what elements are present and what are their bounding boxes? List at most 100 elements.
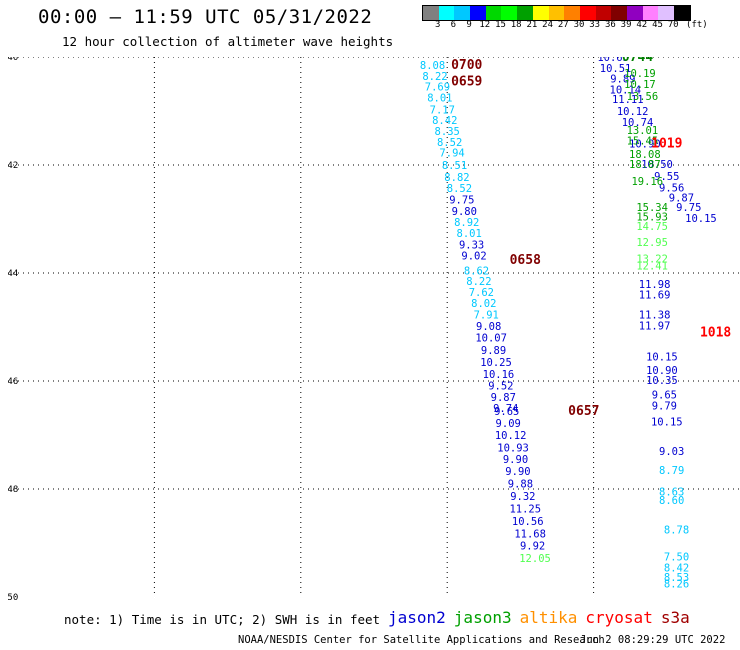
swh-value: 9.88 — [508, 479, 533, 491]
note-text: note: 1) Time is in UTC; 2) SWH is in fe… — [64, 612, 381, 627]
swh-value: 7.62 — [469, 287, 494, 299]
swh-value: 10.74 — [622, 117, 654, 129]
colorbar-label: 70 — [667, 20, 679, 30]
swh-value: 11.69 — [639, 290, 671, 302]
colorbar-swatch — [626, 6, 643, 20]
swh-value: 7.50 — [664, 552, 689, 564]
swh-value: 8.01 — [457, 228, 482, 240]
colorbar-label: 9 — [466, 20, 472, 30]
lat-tick-label: -50 — [8, 593, 18, 602]
colorbar-label: 12 — [479, 20, 491, 30]
mission-jason2: jason2 — [388, 608, 446, 627]
swh-value: 9.90 — [505, 466, 530, 478]
swh-value: 10.35 — [646, 375, 678, 387]
swh-value: 11.38 — [639, 310, 671, 322]
swh-value: 8.53 — [664, 572, 689, 584]
swh-value: 8.22 — [422, 71, 447, 83]
swh-value: 9.79 — [652, 400, 677, 412]
colorbar-label: 33 — [589, 20, 601, 30]
swh-value: 10.16 — [483, 369, 515, 381]
swh-value: 9.89 — [481, 345, 506, 357]
colorbar-labels: 3 6 9 12 15 18 21 24 27 30 33 36 39 42 45 70 (ft) — [422, 20, 740, 32]
swh-value: 11.97 — [639, 320, 671, 332]
swh-value: 11.68 — [514, 528, 546, 540]
swh-value: 9.65 — [652, 390, 677, 402]
swh-value: 12.95 — [636, 237, 668, 249]
swh-value: 11.25 — [509, 503, 541, 515]
swh-value: 7.69 — [425, 82, 450, 94]
swh-value: 10.14 — [610, 84, 642, 96]
swh-value: 12.05 — [519, 553, 551, 565]
map-plot: -40-42-44-46-48-50-135-132-129-126-123-1… — [8, 57, 740, 602]
swh-value: 9.75 — [449, 195, 474, 207]
colorbar-swatch — [611, 6, 627, 20]
swh-value: 12.41 — [636, 260, 668, 272]
colorbar-swatch — [642, 6, 659, 20]
swh-value: 10.50 — [641, 159, 673, 171]
swh-value: 10.25 — [480, 357, 512, 369]
pass-time-label: 0744 — [622, 57, 653, 65]
colorbar-label: 6 — [450, 20, 457, 30]
colorbar-swatch — [595, 6, 612, 20]
swh-value: 8.02 — [471, 298, 496, 310]
colorbar-label: 42 — [636, 20, 648, 30]
colorbar-label: 39 — [620, 20, 632, 30]
swh-value: 8.82 — [444, 172, 469, 184]
swh-value: 11.11 — [612, 94, 644, 106]
pass-time-label: 0657 — [568, 404, 599, 419]
colorbar-label: 24 — [542, 20, 554, 30]
colorbar-swatch — [658, 6, 674, 20]
colorbar-label: 27 — [557, 20, 569, 30]
colorbar-label: 15 — [495, 20, 506, 30]
swh-value: 9.80 — [452, 206, 477, 218]
map-subtitle: 12 hour collection of altimeter wave hei… — [62, 34, 394, 49]
swh-value: 13.22 — [636, 253, 668, 265]
swh-value: 10.90 — [629, 138, 661, 150]
colorbar-label: 21 — [526, 20, 538, 30]
mission-jason3: jason3 — [453, 608, 512, 627]
swh-value: 8.60 — [659, 495, 684, 507]
swh-value: 9.75 — [676, 202, 701, 214]
swh-value: 8.63 — [659, 487, 684, 499]
lat-tick-label: -46 — [8, 377, 18, 387]
mission-s3a: s3a — [660, 608, 690, 627]
mission-legend: jason2 jason3 altika cryosat s3a — [388, 608, 698, 627]
swh-value: 13.56 — [627, 91, 659, 103]
swh-value: 9.52 — [488, 380, 513, 392]
colorbar-swatch — [564, 6, 580, 20]
swh-value: 7.94 — [439, 148, 464, 160]
colorbar-swatch — [470, 6, 486, 20]
colorbar-label: 30 — [573, 20, 585, 30]
swh-value: 18.87 — [629, 159, 661, 171]
swh-value: 7.91 — [474, 310, 499, 322]
swh-value: 19.16 — [631, 176, 663, 188]
swh-value: 13.01 — [627, 125, 659, 137]
colorbar-label: (ft) — [686, 20, 708, 30]
colorbar-label: 45 — [652, 20, 663, 30]
colorbar-swatch — [674, 6, 690, 20]
colorbar-swatch — [423, 6, 439, 20]
lat-tick-label: -48 — [8, 485, 18, 495]
colorbar-swatch — [438, 6, 455, 20]
swh-value: 18.08 — [629, 149, 661, 161]
swh-value: 15.34 — [636, 202, 668, 214]
swh-value: 10.65 — [597, 57, 629, 64]
swh-value: 9.87 — [491, 392, 516, 404]
credit-timestamp: Jun 2 08:29:29 UTC 2022 — [580, 634, 726, 646]
colorbar-swatch — [485, 6, 502, 20]
swh-value: 8.78 — [664, 525, 689, 537]
colorbar-swatch — [501, 6, 518, 20]
pass-time-label: 0658 — [510, 253, 541, 268]
swh-value: 9.32 — [510, 491, 535, 503]
swh-value: 9.92 — [520, 541, 545, 553]
swh-value: 9.87 — [669, 192, 694, 204]
swh-value: 10.17 — [624, 79, 656, 91]
pass-time-label: 1018 — [700, 325, 731, 340]
colorbar-swatch — [579, 6, 596, 20]
swh-value: 9.03 — [659, 446, 684, 458]
map-title: 00:00 – 11:59 UTC 05/31/2022 — [38, 6, 373, 28]
swh-value: 10.15 — [646, 352, 678, 364]
swh-value: 11.98 — [639, 279, 671, 291]
swh-value: 8.42 — [664, 562, 689, 574]
pass-time-label: 1019 — [651, 136, 682, 151]
